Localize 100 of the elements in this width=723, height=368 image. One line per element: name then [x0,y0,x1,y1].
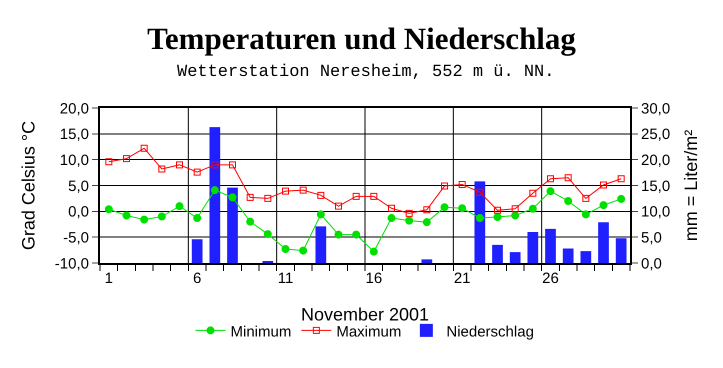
bar [545,228,556,263]
point [388,214,396,222]
point [122,211,130,220]
x-tick-label: 26 [542,270,559,287]
point [494,206,501,214]
y-axis-title: Grad Celsius °C [18,120,38,250]
point [405,216,414,225]
bar [527,232,538,263]
point [564,197,572,205]
point [423,206,430,214]
x-tick-label: 21 [454,270,471,287]
point [210,186,219,194]
bar [209,127,220,263]
bar [510,252,521,263]
point [529,190,536,197]
point [282,188,289,195]
y-tick-label: 15,0 [60,126,89,144]
bar [227,188,238,263]
y-tick-label: 10,0 [60,152,89,169]
point [422,218,431,226]
point [441,182,448,190]
point [370,248,378,256]
point [300,186,307,194]
point [140,144,148,152]
point [600,201,608,210]
legend-label: Maximum [336,323,402,340]
point [176,161,183,168]
y2-axis-title: mm = Liter/m² [680,130,701,242]
point [246,194,254,201]
y2-tick-label: 20,0 [641,152,670,169]
y2-tick-label: 5,0 [641,229,662,246]
legend-label: Niederschlag [446,323,534,340]
point [458,204,466,212]
point [105,158,112,166]
chart-title: Temperaturen und Niederschlag [147,20,576,56]
y2-tick-label: 15,0 [641,178,670,195]
bar [315,226,326,263]
bar [562,248,574,263]
y2-tick-label: 30,0 [641,100,670,118]
point [546,187,554,196]
y-tick-label: -10,0 [54,255,89,272]
point [494,213,502,222]
point [618,175,625,182]
bar [421,259,432,263]
point [317,192,324,199]
point [352,230,360,239]
point [388,204,395,212]
y-tick-label: 0,0 [68,204,89,221]
point [335,202,342,210]
point [582,194,590,202]
x-tick-label: 1 [104,270,113,287]
x-tick-label: 11 [278,270,294,287]
bar [192,239,203,263]
y2-tick-label: 0,0 [641,255,662,272]
bar [580,251,592,263]
point [617,194,626,203]
point [264,230,272,238]
bar [598,222,609,263]
point [512,205,519,212]
point [476,188,484,196]
point [158,212,166,220]
point [316,210,325,218]
y-tick-label: 20,0 [60,100,89,118]
point [370,192,378,200]
legend-label: Minimum [230,323,292,340]
point [282,245,290,254]
point [194,168,201,176]
chart-subtitle: Wetterstation Neresheim, 552 m ü. NN. [177,63,554,82]
point [458,180,466,188]
point [299,246,308,255]
point [228,193,236,202]
point [352,192,360,200]
point [176,202,184,210]
point [564,174,572,182]
point [547,175,554,182]
point [334,230,342,239]
x-tick-label: 16 [365,270,382,287]
x-axis-title: November 2001 [300,304,430,325]
y2-tick-label: 25,0 [641,126,670,144]
point [246,218,254,226]
point [229,161,236,168]
point [140,216,148,224]
point [440,203,448,212]
point [264,194,272,202]
point [582,210,590,218]
point [193,214,202,222]
bar [492,244,503,263]
point [600,181,607,188]
point [123,155,130,162]
point [104,205,113,214]
y-tick-label: -5,0 [63,229,89,246]
y-tick-label: 5,0 [68,178,89,195]
point [476,214,484,222]
point [211,161,218,168]
point [511,211,520,220]
point [406,210,413,217]
point [158,165,166,172]
y2-tick-label: 10,0 [641,204,670,221]
x-tick-label: 6 [193,270,202,287]
point [528,204,537,213]
